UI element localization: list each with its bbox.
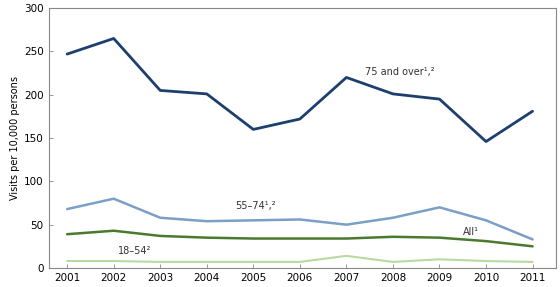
Text: 18–54²: 18–54² — [118, 246, 152, 256]
Text: All¹: All¹ — [463, 228, 479, 237]
Text: 75 and over¹,²: 75 and over¹,² — [365, 67, 435, 77]
Text: 55–74¹,²: 55–74¹,² — [235, 201, 276, 211]
Y-axis label: Visits per 10,000 persons: Visits per 10,000 persons — [10, 76, 20, 200]
